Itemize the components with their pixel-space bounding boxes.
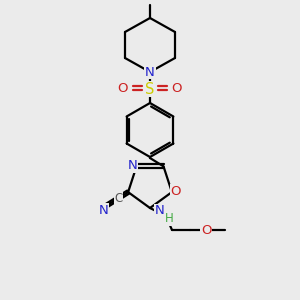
Text: N: N [155,205,165,218]
Text: S: S [145,82,155,97]
Text: O: O [171,184,181,198]
Text: O: O [201,224,211,236]
Text: N: N [145,65,155,79]
Text: N: N [128,159,137,172]
Text: H: H [165,212,173,226]
Text: N: N [99,203,109,217]
Text: C: C [114,192,123,205]
Text: O: O [172,82,182,94]
Text: O: O [118,82,128,94]
